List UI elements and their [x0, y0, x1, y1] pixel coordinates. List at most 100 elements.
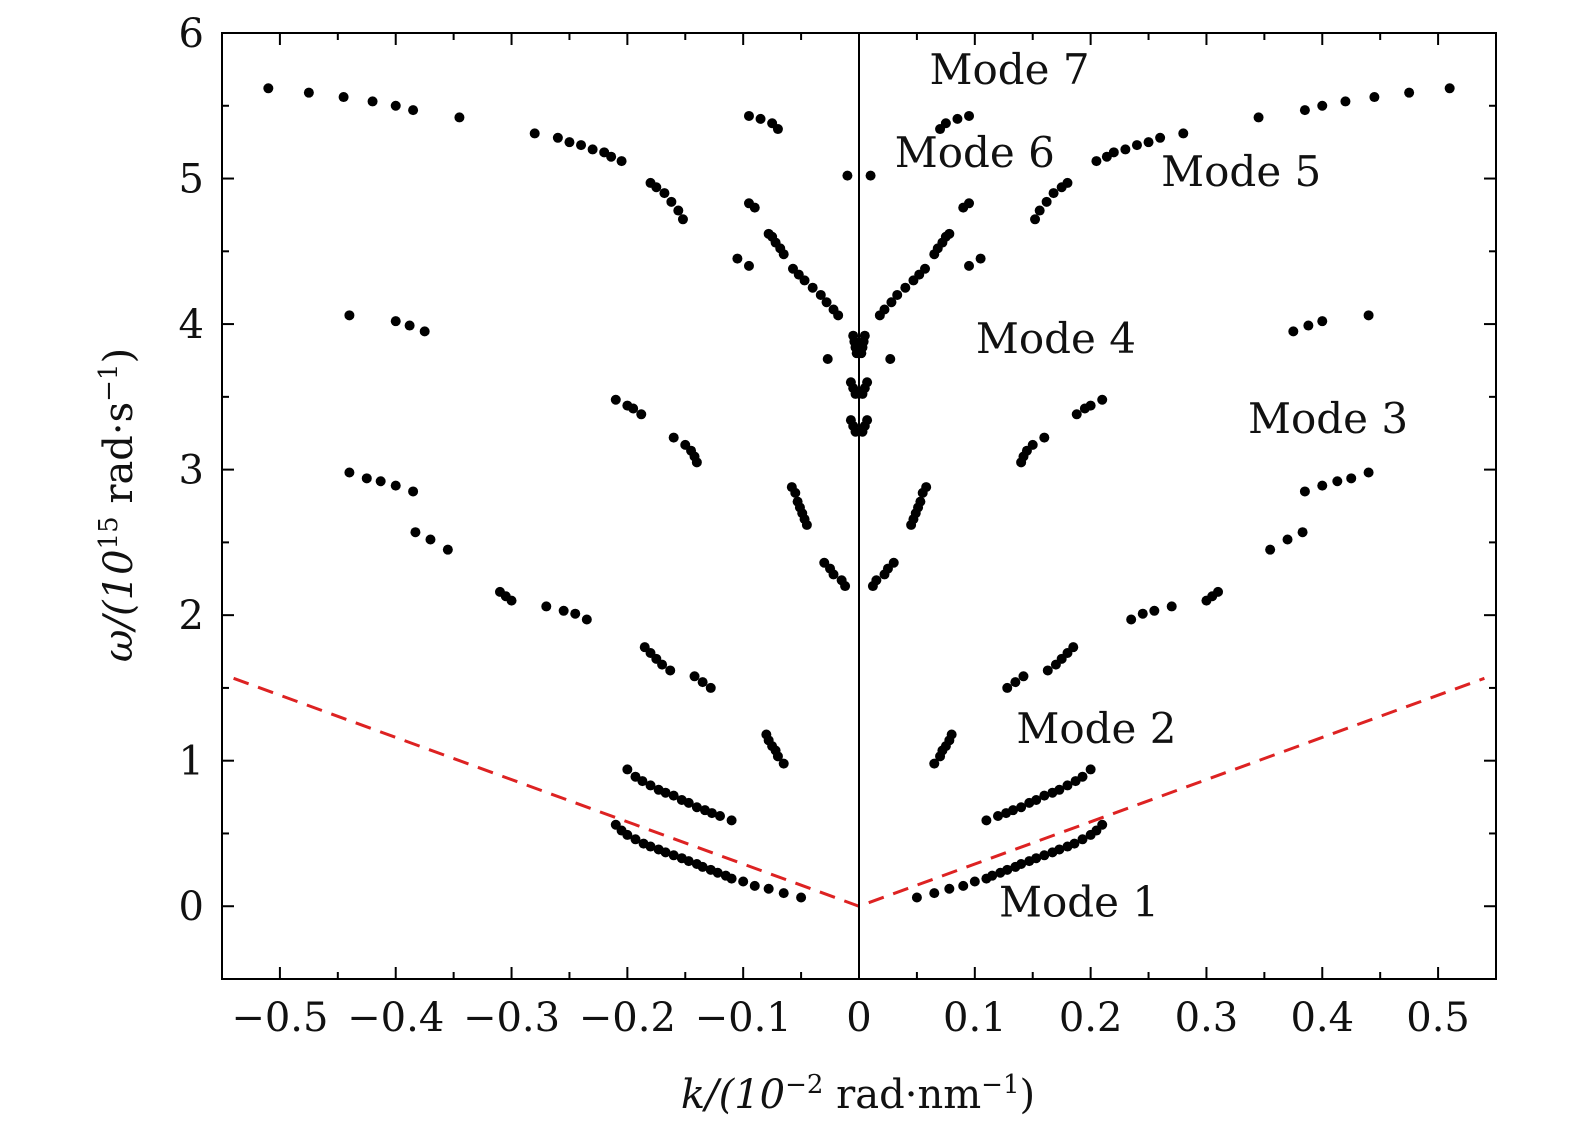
data-point: [587, 144, 598, 155]
data-point: [929, 758, 940, 769]
data-point: [659, 188, 670, 199]
data-point: [920, 263, 931, 274]
data-point: [1143, 137, 1154, 148]
data-point: [732, 253, 743, 264]
data-point: [1039, 432, 1050, 443]
mode-label: Mode 3: [1248, 394, 1408, 443]
data-point: [419, 326, 430, 337]
data-point: [778, 888, 789, 899]
data-point: [665, 665, 676, 676]
data-point: [885, 354, 896, 365]
data-point: [1069, 838, 1080, 849]
data-point: [390, 100, 401, 111]
data-point: [1120, 144, 1131, 155]
data-point: [367, 96, 378, 107]
data-point: [1068, 642, 1079, 653]
y-axis-title-sup: 15: [94, 516, 124, 549]
data-point: [1444, 83, 1455, 94]
data-point: [1166, 601, 1177, 612]
data-point: [842, 170, 853, 181]
data-point: [689, 671, 700, 682]
data-point: [666, 196, 677, 207]
data-point: [821, 297, 832, 308]
data-point: [1002, 864, 1013, 875]
data-point: [1071, 409, 1082, 420]
data-point: [778, 758, 789, 769]
data-point: [390, 316, 401, 327]
data-point: [454, 112, 465, 123]
data-point: [848, 330, 859, 341]
x-axis-title: k/(10−2 rad·nm−1): [681, 1070, 1035, 1118]
data-point: [1031, 853, 1042, 864]
data-point: [792, 496, 803, 507]
data-point: [929, 888, 940, 899]
y-tick-label: 4: [179, 302, 204, 348]
y-axis-title-end: ): [96, 348, 142, 364]
data-point: [1085, 764, 1096, 775]
data-point: [763, 883, 774, 894]
data-point: [494, 586, 505, 597]
data-point: [946, 729, 957, 740]
data-point: [1253, 112, 1264, 123]
data-point: [676, 853, 687, 864]
data-point: [964, 110, 975, 121]
data-point: [921, 482, 932, 493]
y-tick-label: 2: [179, 593, 204, 639]
data-point: [1346, 473, 1357, 484]
data-point: [1155, 132, 1166, 143]
data-point: [738, 876, 749, 887]
data-point: [668, 850, 679, 861]
y-tick-label: 1: [179, 739, 204, 785]
x-axis-title-main: k/(10: [681, 1072, 785, 1118]
data-point: [570, 608, 581, 619]
data-point: [964, 198, 975, 209]
data-point: [408, 105, 419, 116]
data-point: [767, 118, 778, 129]
data-point: [743, 110, 754, 121]
y-tick-label: 6: [179, 11, 204, 57]
x-tick-label: 0.3: [1175, 995, 1239, 1041]
data-point: [822, 354, 833, 365]
mode-label: Mode 2: [1016, 704, 1176, 753]
data-point: [1317, 316, 1328, 327]
data-point: [900, 282, 911, 293]
data-point: [404, 320, 415, 331]
mode-label: Mode 1: [999, 877, 1159, 926]
data-point: [636, 409, 647, 420]
data-point: [1085, 400, 1096, 411]
data-point: [668, 790, 679, 801]
data-point: [859, 330, 870, 341]
data-point: [1131, 140, 1142, 151]
data-point: [375, 476, 386, 487]
data-point: [862, 377, 873, 388]
data-point: [581, 614, 592, 625]
data-point: [1297, 527, 1308, 538]
data-point: [879, 304, 890, 315]
y-tick-label: 3: [179, 448, 204, 494]
data-point: [564, 137, 575, 148]
data-point: [263, 83, 274, 94]
data-point: [1108, 147, 1119, 158]
data-point: [705, 864, 716, 875]
data-point: [705, 682, 716, 693]
data-point: [1062, 177, 1073, 188]
data-point: [622, 764, 633, 775]
data-point: [639, 642, 650, 653]
data-point: [761, 729, 772, 740]
data-point: [1042, 665, 1053, 676]
data-point: [558, 605, 569, 616]
data-point: [807, 282, 818, 293]
data-point: [1332, 476, 1343, 487]
data-point: [892, 289, 903, 300]
data-point: [691, 859, 702, 870]
data-point: [944, 228, 955, 239]
data-point: [749, 880, 760, 891]
data-point: [630, 771, 641, 782]
data-point: [975, 253, 986, 264]
data-point: [1317, 100, 1328, 111]
data-point: [964, 260, 975, 271]
data-point: [576, 140, 587, 151]
data-point: [1048, 188, 1059, 199]
data-point: [987, 870, 998, 881]
data-point: [944, 883, 955, 894]
